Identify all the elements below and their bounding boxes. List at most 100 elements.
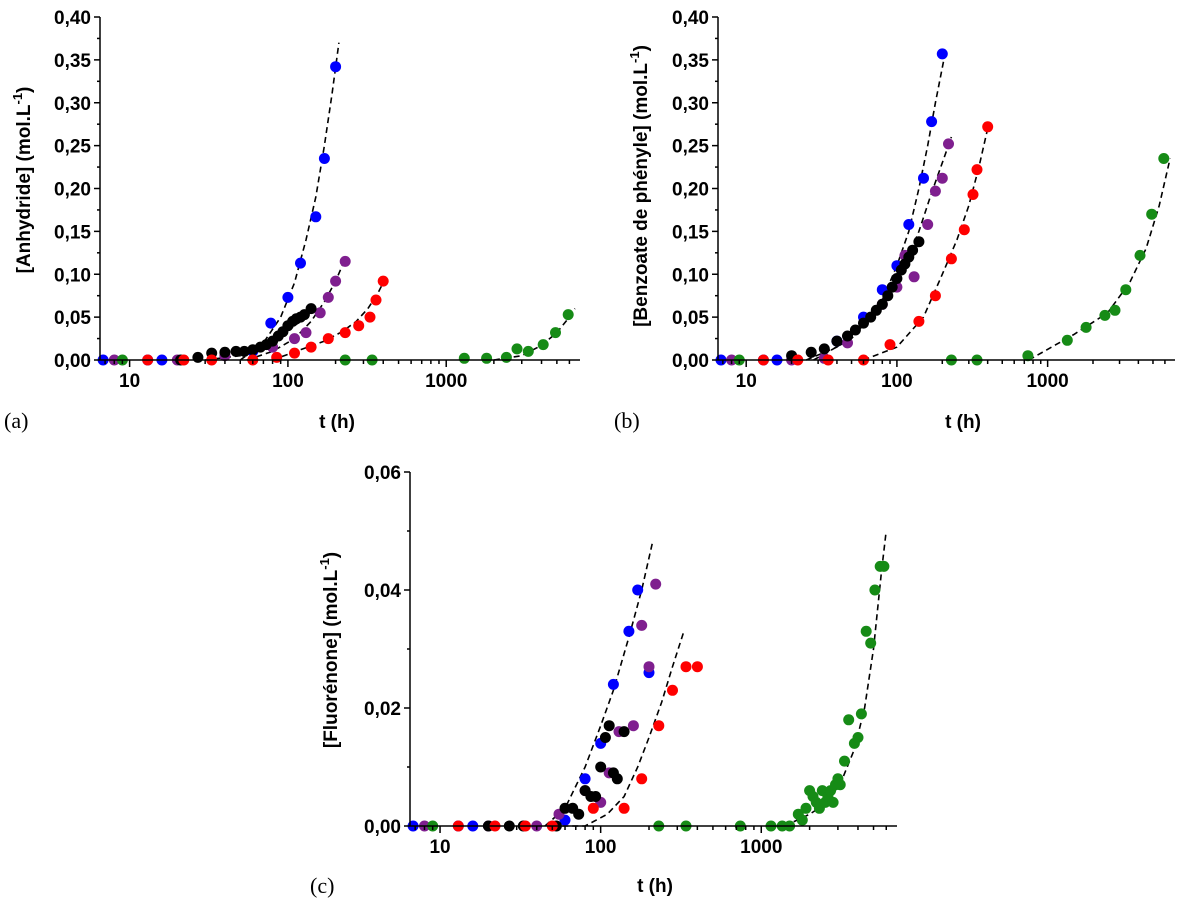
data-point-black bbox=[595, 761, 607, 773]
data-point-black bbox=[913, 236, 925, 248]
data-point-purple bbox=[908, 271, 920, 283]
panel-b: 0,00 0,05 0,10 0,15 0,20 0,25 0,30 0,35 0,40 10 10… bbox=[614, 8, 1175, 433]
data-point-red bbox=[587, 802, 599, 814]
x-tick-label: 100 bbox=[881, 371, 913, 392]
data-point-purple bbox=[636, 619, 648, 631]
y-tick-label: 0,00 bbox=[364, 817, 401, 838]
y-tick-label: 0,15 bbox=[672, 222, 709, 243]
data-point-green bbox=[852, 732, 864, 743]
data-point-green bbox=[860, 625, 872, 637]
fit-curve bbox=[1028, 158, 1171, 361]
data-point-green bbox=[550, 327, 561, 339]
data-point-red bbox=[884, 339, 896, 351]
y-axis-title-b: [Benzoate de phényle] (mol.L-1) bbox=[627, 45, 652, 327]
data-point-green bbox=[511, 343, 523, 355]
data-point-red bbox=[289, 347, 300, 359]
data-point-red bbox=[339, 327, 351, 339]
data-point-blue bbox=[330, 61, 342, 73]
data-point-green bbox=[500, 351, 512, 363]
data-point-red bbox=[353, 320, 365, 332]
data-point-green bbox=[481, 352, 493, 364]
data-point-green bbox=[878, 560, 890, 572]
data-point-purple bbox=[627, 720, 639, 732]
data-point-red bbox=[971, 164, 983, 176]
data-point-blue bbox=[926, 116, 938, 128]
data-point-blue bbox=[632, 584, 644, 596]
y-tick-label: 0,40 bbox=[54, 8, 91, 29]
data-point-purple bbox=[922, 219, 934, 230]
y-tick-label: 0,30 bbox=[672, 94, 709, 115]
x-axis-title-c: t (h) bbox=[637, 876, 673, 897]
data-point-red bbox=[377, 275, 389, 287]
data-point-green bbox=[1022, 350, 1034, 362]
data-points-b bbox=[715, 48, 1170, 366]
data-point-black bbox=[603, 720, 615, 732]
fit-curve bbox=[239, 42, 340, 361]
data-point-green bbox=[1158, 153, 1170, 164]
data-point-red bbox=[929, 290, 941, 302]
data-point-black bbox=[842, 330, 853, 342]
data-point-green bbox=[834, 779, 846, 791]
panel-c: 0,00 0,02 0,04 0,06 10 100 1000 t (h) [Fluorén… bbox=[310, 463, 897, 898]
data-point-black bbox=[886, 281, 898, 293]
data-point-black bbox=[831, 335, 843, 347]
data-point-red bbox=[667, 684, 678, 696]
data-point-purple bbox=[339, 255, 351, 267]
data-point-black bbox=[305, 303, 317, 315]
data-point-black bbox=[230, 345, 242, 357]
data-point-black bbox=[192, 351, 204, 363]
data-point-green bbox=[843, 714, 855, 726]
fit-curve bbox=[544, 542, 654, 827]
data-point-black bbox=[858, 317, 869, 329]
data-point-red bbox=[982, 121, 994, 133]
axes-a: 0,00 0,05 0,10 0,15 0,20 0,25 0,30 0,35 0,40 10 10… bbox=[54, 8, 580, 392]
data-point-green bbox=[865, 637, 877, 649]
data-point-black bbox=[590, 791, 602, 802]
y-tick-label: 0,05 bbox=[672, 308, 709, 329]
data-point-black bbox=[618, 726, 630, 738]
data-point-black bbox=[891, 273, 903, 284]
data-point-black bbox=[805, 346, 817, 358]
data-point-purple bbox=[650, 578, 662, 590]
y-tick-label: 0,25 bbox=[672, 137, 709, 158]
data-point-blue bbox=[579, 773, 591, 785]
x-tick-label: 100 bbox=[272, 371, 304, 392]
y-axis-title-a: [Anhydride] (mol.L-1) bbox=[10, 87, 35, 274]
data-point-green bbox=[839, 755, 850, 767]
data-point-black bbox=[818, 343, 830, 355]
y-tick-label: 0,00 bbox=[672, 351, 709, 372]
data-point-black bbox=[599, 732, 611, 743]
y-tick-label: 0,10 bbox=[54, 265, 91, 286]
x-axis-title-b: t (h) bbox=[945, 412, 981, 433]
data-point-green bbox=[1134, 249, 1146, 261]
data-point-red bbox=[370, 294, 382, 306]
x-axis-title-a: t (h) bbox=[319, 412, 355, 433]
y-tick-label: 0,00 bbox=[54, 351, 91, 372]
data-point-blue bbox=[265, 317, 277, 329]
data-point-purple bbox=[314, 307, 326, 319]
data-point-green bbox=[1099, 309, 1111, 321]
data-point-green bbox=[1146, 208, 1158, 220]
y-tick-label: 0,05 bbox=[54, 308, 91, 329]
x-tick-label: 10 bbox=[429, 837, 450, 858]
data-point-black bbox=[219, 346, 231, 358]
data-point-green bbox=[796, 814, 808, 826]
data-point-red bbox=[967, 189, 979, 200]
y-tick-label: 0,15 bbox=[54, 222, 91, 243]
y-tick-label: 0,10 bbox=[672, 265, 709, 286]
data-point-green bbox=[1061, 334, 1073, 346]
data-point-blue bbox=[282, 291, 294, 303]
y-tick-label: 0,40 bbox=[672, 8, 709, 29]
data-point-red bbox=[691, 661, 703, 673]
data-point-green bbox=[562, 309, 574, 321]
data-point-green bbox=[522, 345, 534, 357]
data-point-black bbox=[238, 345, 250, 357]
data-point-black bbox=[876, 298, 888, 310]
data-point-blue bbox=[318, 153, 330, 164]
panel-label-c: (c) bbox=[310, 873, 334, 898]
axes-c: 0,00 0,02 0,04 0,06 10 100 1000 bbox=[364, 463, 897, 858]
fit-curve bbox=[863, 128, 989, 361]
data-point-red bbox=[958, 224, 970, 236]
data-point-blue bbox=[903, 219, 915, 230]
